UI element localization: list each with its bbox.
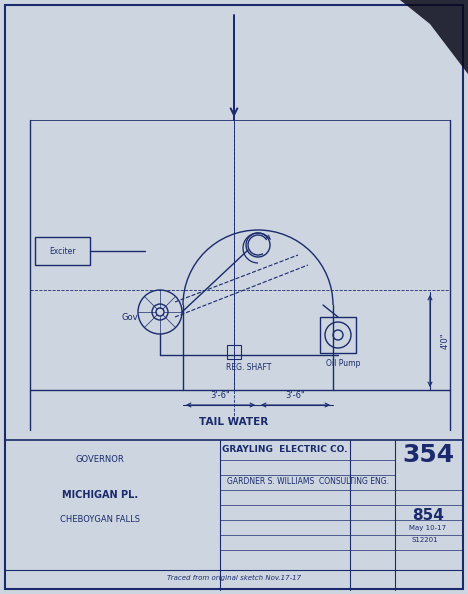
Text: Gov: Gov [122,312,139,321]
Text: MICHIGAN PL.: MICHIGAN PL. [62,490,138,500]
Text: GRAYLING  ELECTRIC CO.: GRAYLING ELECTRIC CO. [222,446,348,454]
Polygon shape [400,0,468,74]
Text: S12201: S12201 [412,537,439,543]
Circle shape [156,308,164,316]
Bar [227,345,241,359]
Circle shape [325,322,351,348]
Text: May 10-17: May 10-17 [410,525,446,531]
Text: 3'-6": 3'-6" [285,390,306,400]
Bar [35,237,90,265]
Text: 4'0": 4'0" [440,333,449,349]
Text: REG. SHAFT: REG. SHAFT [227,364,272,372]
Text: CHEBOYGAN FALLS: CHEBOYGAN FALLS [60,516,140,525]
Text: GARDNER S. WILLIAMS  CONSULTING ENG.: GARDNER S. WILLIAMS CONSULTING ENG. [227,478,389,486]
Circle shape [138,290,182,334]
Circle shape [333,330,343,340]
Text: 354: 354 [402,443,454,467]
Text: Traced from original sketch Nov.17-17: Traced from original sketch Nov.17-17 [167,575,301,581]
Circle shape [152,304,168,320]
Text: GOVERNOR: GOVERNOR [76,456,124,465]
Text: 3'-6": 3'-6" [211,390,230,400]
Text: Oil Pump: Oil Pump [326,359,360,368]
Bar [320,317,356,353]
Circle shape [246,233,270,257]
Text: 854: 854 [412,507,444,523]
Text: Exciter: Exciter [49,247,76,255]
Text: TAIL WATER: TAIL WATER [199,417,269,427]
